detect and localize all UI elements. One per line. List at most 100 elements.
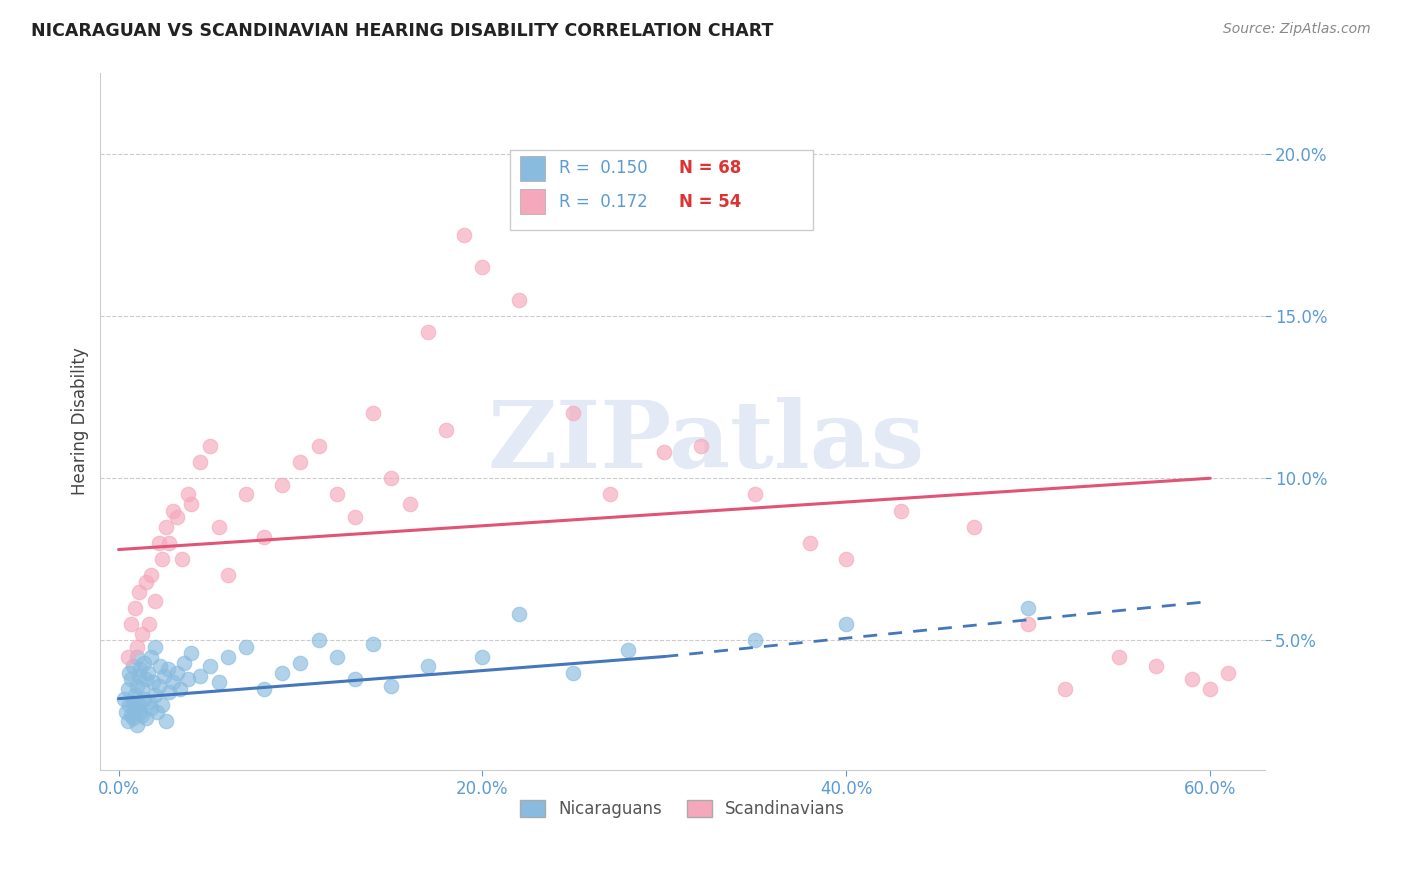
Point (132, 656, 155, 670)
Point (398, 497, 420, 511)
Point (120, 617, 142, 632)
Point (138, 695, 160, 709)
Point (124, 701, 146, 715)
Point (141, 649, 163, 664)
Point (890, 503, 912, 517)
Point (308, 439, 330, 453)
Point (308, 633, 330, 648)
Point (1218, 665, 1240, 680)
FancyBboxPatch shape (520, 156, 546, 181)
Point (207, 520, 229, 534)
Text: N = 68: N = 68 (679, 160, 741, 178)
Point (124, 689, 146, 703)
Point (122, 695, 145, 709)
Point (380, 679, 402, 693)
Point (562, 406, 585, 420)
Point (125, 679, 148, 693)
Point (156, 663, 179, 677)
Point (176, 487, 198, 501)
Point (453, 228, 475, 243)
Point (689, 439, 711, 453)
Point (198, 439, 221, 453)
Point (253, 530, 276, 544)
Point (172, 552, 194, 566)
Point (135, 672, 157, 686)
Point (131, 707, 153, 722)
Point (120, 707, 142, 722)
FancyBboxPatch shape (520, 189, 546, 214)
Point (217, 649, 239, 664)
Point (128, 669, 150, 683)
Point (207, 675, 229, 690)
Point (1181, 672, 1204, 686)
Point (508, 293, 530, 307)
Point (141, 568, 163, 582)
Point (142, 675, 165, 690)
Point (135, 711, 157, 725)
Point (416, 326, 439, 340)
Point (120, 672, 142, 686)
Point (112, 691, 135, 706)
Point (125, 717, 148, 731)
Point (1017, 601, 1039, 615)
Point (1144, 659, 1167, 673)
Point (562, 665, 585, 680)
Point (125, 649, 148, 664)
Point (138, 617, 160, 632)
Point (434, 423, 457, 437)
Text: R =  0.172: R = 0.172 (560, 193, 648, 211)
Legend: Nicaraguans, Scandinavians: Nicaraguans, Scandinavians (513, 793, 852, 824)
Point (131, 681, 153, 696)
Point (198, 659, 221, 673)
Point (148, 536, 170, 550)
Point (344, 672, 367, 686)
Point (1108, 649, 1130, 664)
Point (155, 714, 177, 729)
Point (508, 607, 530, 622)
Point (166, 510, 188, 524)
Point (190, 455, 212, 469)
Point (166, 665, 188, 680)
Point (132, 691, 155, 706)
Point (117, 649, 139, 664)
Point (1199, 681, 1222, 696)
Point (799, 536, 821, 550)
Text: N = 54: N = 54 (679, 193, 741, 211)
Point (131, 627, 153, 641)
Point (149, 659, 172, 673)
Point (143, 594, 166, 608)
Text: Source: ZipAtlas.com: Source: ZipAtlas.com (1223, 22, 1371, 37)
Point (471, 260, 494, 275)
Point (176, 672, 198, 686)
Point (118, 698, 141, 713)
Point (155, 520, 177, 534)
Point (190, 669, 212, 683)
Point (361, 636, 384, 650)
Text: R =  0.150: R = 0.150 (560, 160, 648, 178)
Point (141, 701, 163, 715)
Point (159, 685, 181, 699)
Point (180, 646, 202, 660)
Point (290, 656, 312, 670)
Point (471, 649, 494, 664)
Point (162, 503, 184, 517)
Point (169, 681, 191, 696)
Point (136, 665, 159, 680)
Point (143, 640, 166, 654)
Point (271, 477, 294, 491)
Point (654, 445, 676, 459)
Point (217, 568, 239, 582)
Point (122, 711, 145, 725)
Point (118, 665, 141, 680)
Point (835, 617, 858, 632)
Point (235, 640, 257, 654)
Point (159, 536, 181, 550)
Point (173, 656, 195, 670)
Point (1017, 617, 1039, 632)
Point (180, 497, 202, 511)
Point (1053, 681, 1076, 696)
Point (128, 698, 150, 713)
FancyBboxPatch shape (510, 150, 813, 230)
Point (162, 675, 184, 690)
Point (744, 633, 766, 648)
